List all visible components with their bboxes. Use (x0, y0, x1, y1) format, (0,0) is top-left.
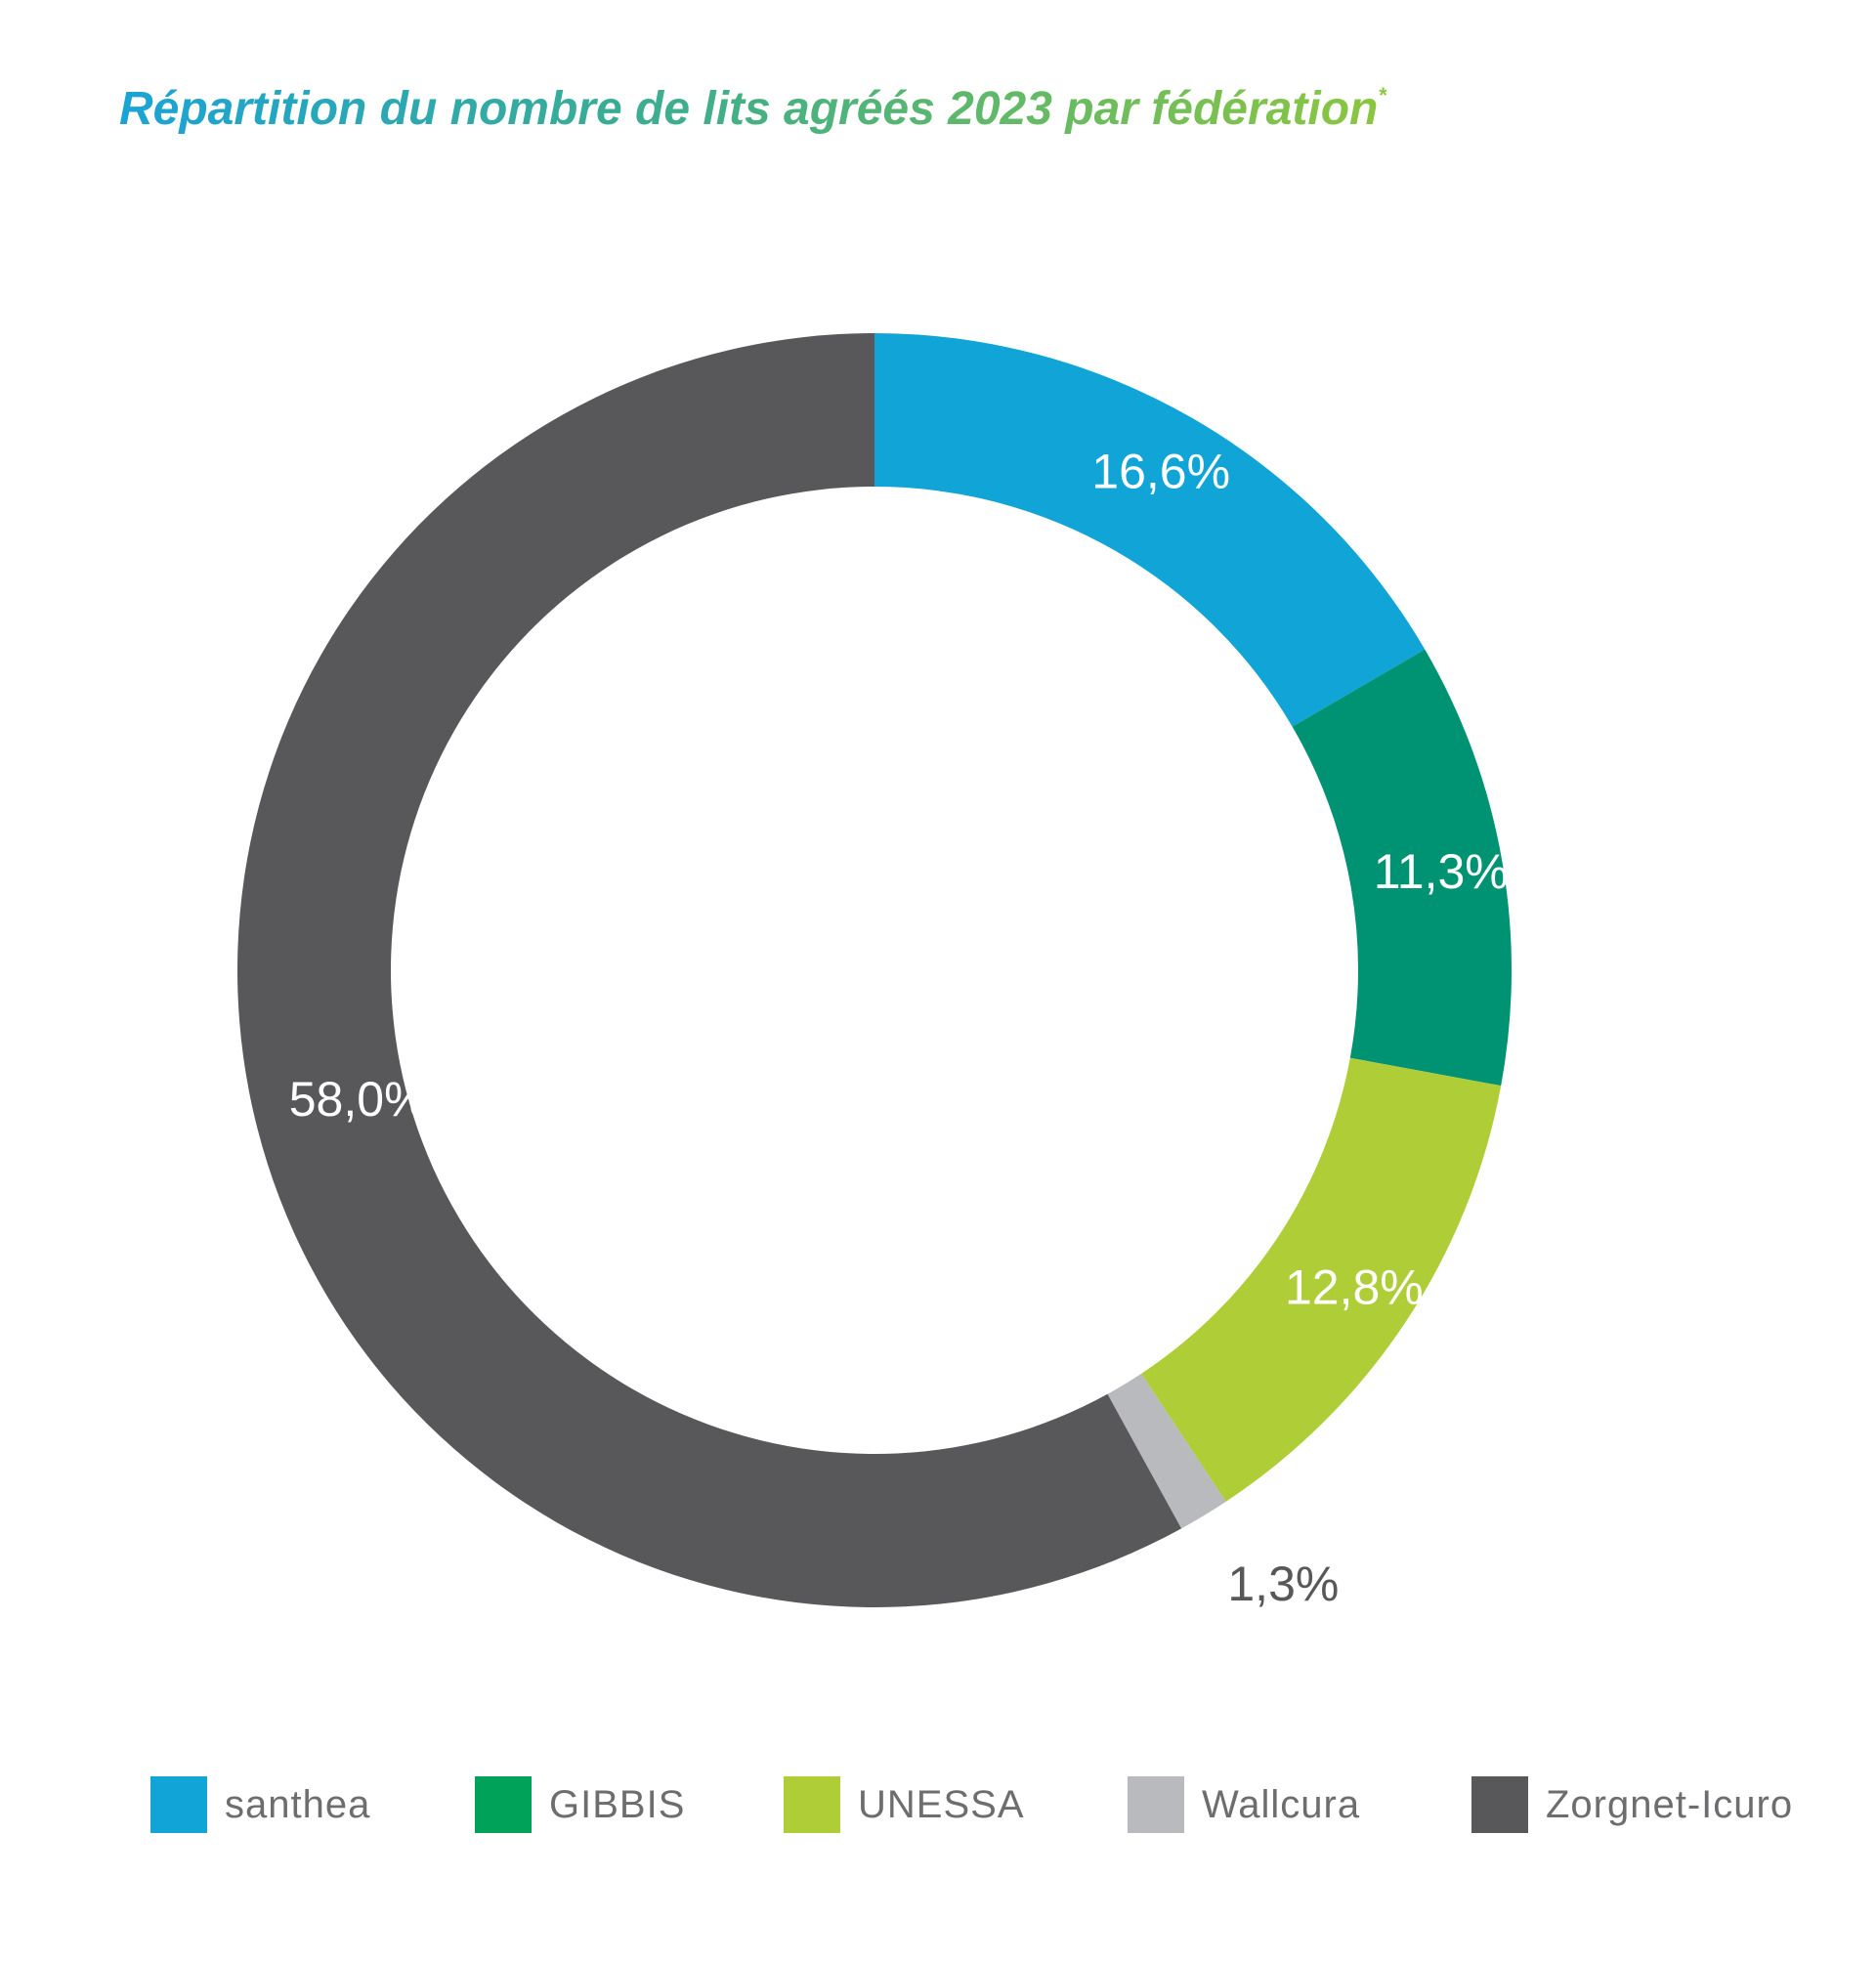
slice-zorgnet-icuro (236, 333, 1182, 1608)
legend-label-gibbis: GIBBIS (549, 1782, 686, 1826)
legend-swatch-wallcura (1128, 1776, 1184, 1833)
legend-item-wallcura: Wallcura (1128, 1776, 1471, 1833)
legend-swatch-santhea (150, 1776, 207, 1833)
legend-item-santhea: santhea (150, 1776, 475, 1833)
data-label-wallcura: 1,3% (1227, 1557, 1339, 1611)
data-label-santhea: 16,6% (1091, 445, 1230, 499)
legend-swatch-zorgnet-icuro (1471, 1776, 1528, 1833)
legend: santhea GIBBIS UNESSA Wallcura Zorgnet-I… (150, 1770, 1851, 1839)
legend-label-zorgnet-icuro: Zorgnet-Icuro (1546, 1782, 1794, 1826)
donut-chart: 16,6% 11,3% 12,8% 1,3% 58,0% (236, 333, 1512, 1611)
data-label-gibbis: 11,3% (1374, 844, 1509, 899)
legend-item-gibbis: GIBBIS (475, 1776, 784, 1833)
slice-santhea (874, 333, 1426, 727)
legend-label-wallcura: Wallcura (1202, 1782, 1361, 1826)
slice-gibbis (1292, 649, 1512, 1087)
slice-wallcura (1107, 1373, 1226, 1529)
data-label-zorgnet-icuro: 58,0% (289, 1072, 428, 1127)
legend-item-unessa: UNESSA (784, 1776, 1128, 1833)
legend-item-zorgnet-icuro: Zorgnet-Icuro (1471, 1776, 1793, 1833)
legend-swatch-unessa (784, 1776, 840, 1833)
legend-label-santhea: santhea (225, 1782, 371, 1826)
slice-unessa (1141, 1057, 1502, 1502)
data-label-unessa: 12,8% (1285, 1260, 1424, 1315)
legend-label-unessa: UNESSA (858, 1782, 1025, 1826)
donut-data-labels: 16,6% 11,3% 12,8% 1,3% 58,0% (289, 445, 1509, 1611)
legend-swatch-gibbis (475, 1776, 532, 1833)
donut-slices (236, 333, 1512, 1608)
